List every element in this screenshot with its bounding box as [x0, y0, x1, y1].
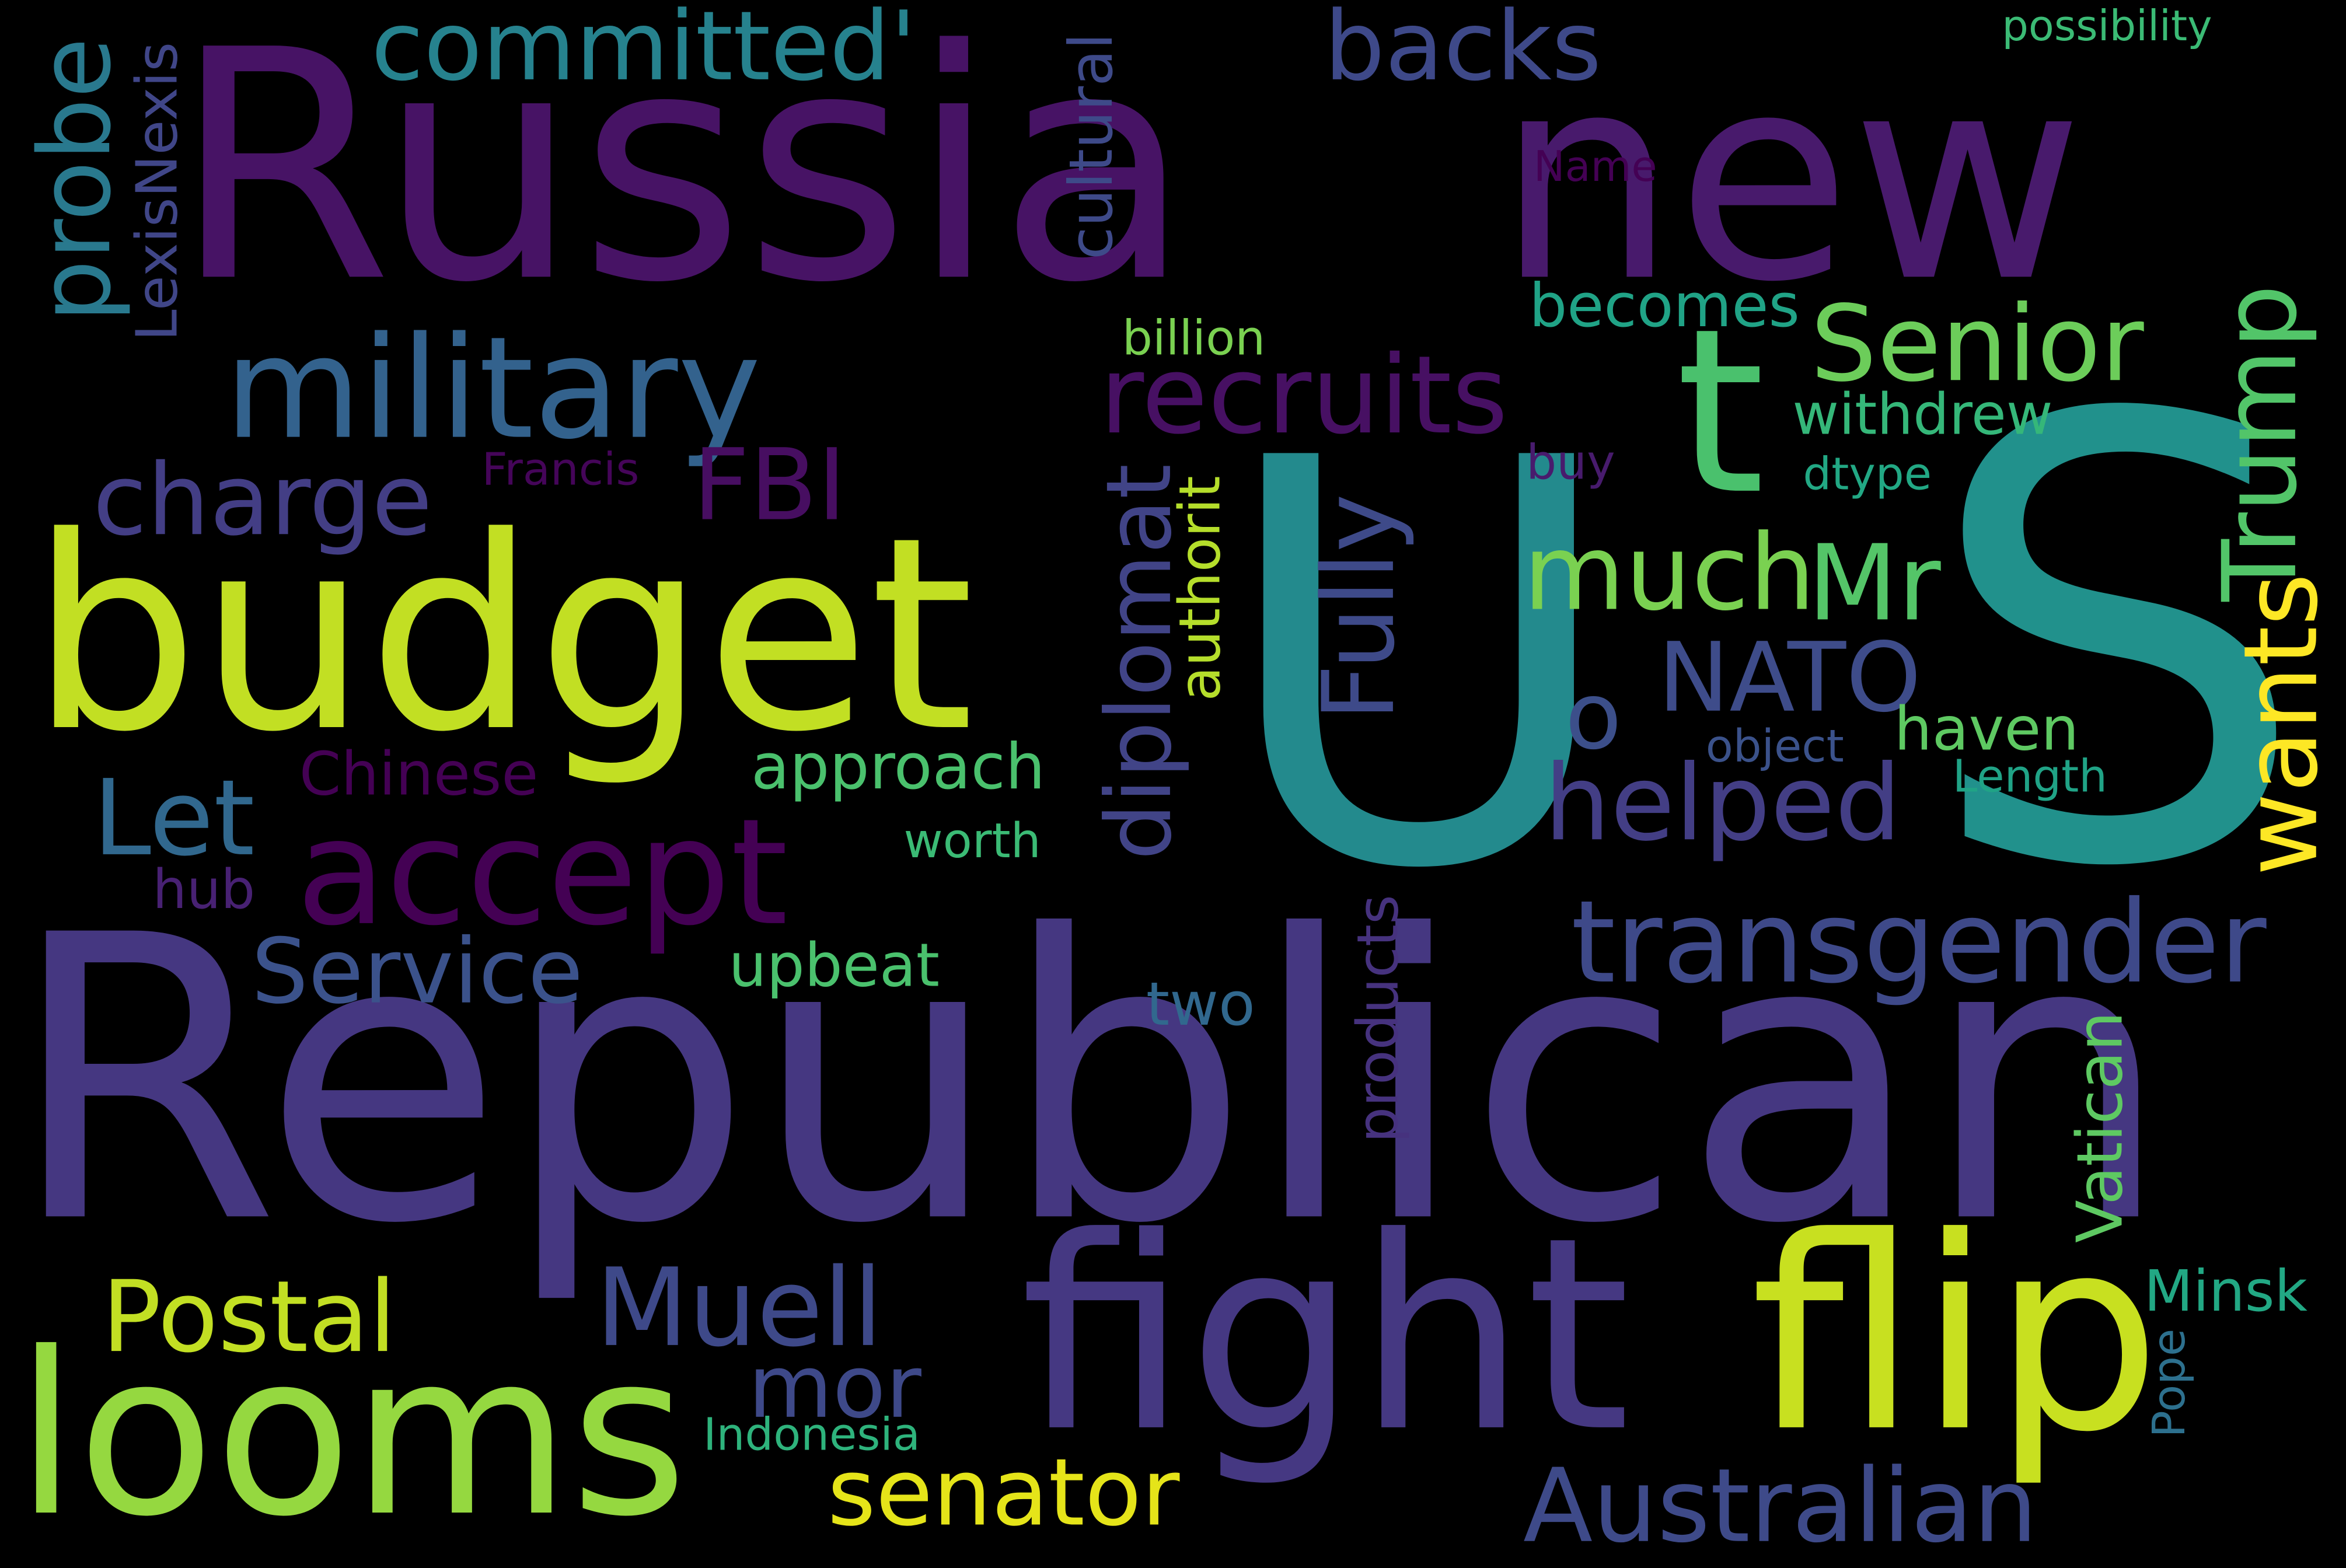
word-becomes: becomes: [1529, 272, 1800, 341]
word-o: o: [1565, 661, 1622, 771]
word-buy: buy: [1526, 434, 1615, 491]
word-name: Name: [1533, 142, 1657, 192]
word-senator: senator: [827, 1437, 1180, 1547]
word-service: Service: [251, 920, 584, 1025]
word-cultural: cultural: [1057, 33, 1127, 260]
word-lexisnexis: LexisNexis: [124, 41, 190, 341]
word-transgender: transgender: [1570, 875, 2267, 1009]
word-military: military: [224, 308, 762, 472]
word-pope: Pope: [2143, 1328, 2197, 1438]
word-accept: accept: [296, 788, 788, 959]
word-trump: Trump: [2202, 284, 2321, 602]
word-fully: Fully: [1301, 494, 1417, 721]
word-committed: committed': [371, 0, 917, 103]
word-looms: looms: [15, 1306, 688, 1567]
word-indonesia: Indonesia: [703, 1409, 920, 1462]
word-budget: budget: [30, 480, 975, 790]
word-chinese: Chinese: [299, 741, 539, 810]
word-charge: charge: [92, 442, 433, 558]
word-probe: probe: [18, 37, 134, 323]
word-flip: flip: [1750, 1180, 2162, 1490]
word-length: Length: [1952, 751, 2108, 804]
word-much: much: [1523, 511, 1816, 635]
word-muell: Muell: [595, 1245, 883, 1371]
word-mor: mor: [748, 1336, 921, 1438]
word-upbeat: upbeat: [728, 932, 940, 1001]
word-products: products: [1345, 895, 1411, 1143]
word-two: two: [1146, 970, 1255, 1040]
word-authorit: authorit: [1167, 476, 1233, 701]
word-republican: Republican: [7, 853, 2172, 1309]
word-worth: worth: [903, 812, 1041, 869]
word-approach: approach: [751, 730, 1045, 804]
word-senior: Senior: [1810, 282, 2144, 406]
word-fight: fight: [1020, 1180, 1631, 1490]
word-let: Let: [92, 757, 255, 880]
word-object: object: [1705, 721, 1844, 774]
word-francis: Francis: [481, 444, 640, 497]
word-australian: Australian: [1523, 1448, 2038, 1567]
word-mr: Mr: [1807, 522, 1941, 645]
word-haven: haven: [1894, 696, 2079, 765]
word-withdrew: withdrew: [1792, 381, 2053, 448]
word-backs: backs: [1324, 0, 1602, 103]
word-recruits: recruits: [1099, 332, 1509, 458]
word-possibility: possibility: [2002, 1, 2212, 51]
word-u: U: [1214, 343, 1622, 991]
word-dtype: dtype: [1803, 449, 1932, 501]
word-postal: Postal: [102, 1259, 397, 1375]
word-helped: helped: [1544, 742, 1902, 865]
word-t: t: [1675, 280, 1765, 545]
word-fbi: FBI: [693, 428, 847, 543]
word-vatican: Vatican: [2063, 1011, 2137, 1243]
word-s: S: [1922, 290, 2310, 1001]
word-minsk: Minsk: [2143, 1258, 2307, 1324]
word-billion: billion: [1122, 309, 1266, 367]
word-nato: NATO: [1657, 624, 1922, 735]
word-wants: wants: [2223, 572, 2342, 876]
word-hub: hub: [152, 860, 256, 922]
word-russia: Russia: [172, 0, 1192, 352]
word-new: new: [1496, 13, 2084, 344]
